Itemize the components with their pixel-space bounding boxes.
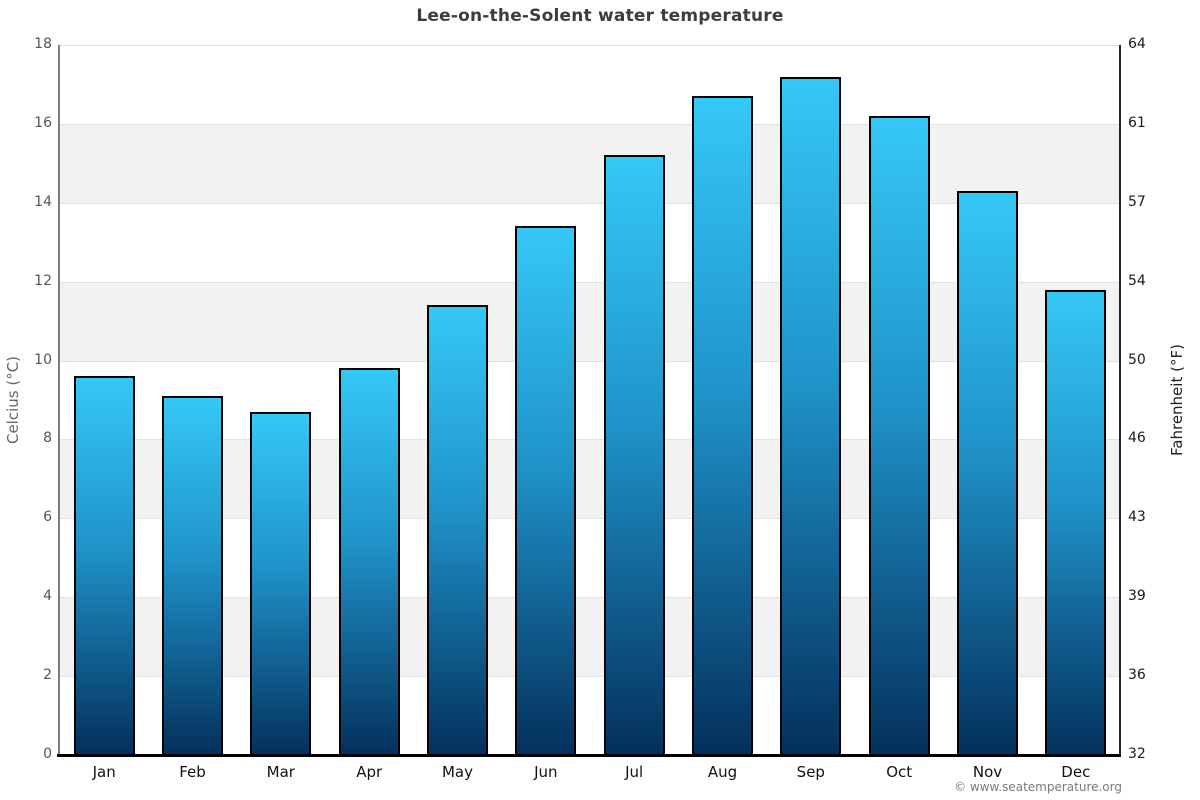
bar-may — [427, 305, 488, 755]
ytick-fahrenheit-39: 39 — [1128, 588, 1146, 605]
ytick-fahrenheit-57: 57 — [1128, 193, 1146, 210]
ytick-celsius-4: 4 — [43, 588, 52, 605]
ytick-fahrenheit-50: 50 — [1128, 351, 1146, 368]
y-axis-label-fahrenheit: Fahrenheit (°F) — [1168, 344, 1186, 456]
month-label-jul: Jul — [625, 763, 644, 781]
month-label-mar: Mar — [266, 763, 295, 781]
month-label-dec: Dec — [1061, 763, 1091, 781]
bar-mar — [250, 411, 312, 755]
plot-band-6-8 — [60, 439, 1120, 519]
bar-feb — [162, 396, 223, 755]
plot-band-16-18 — [60, 45, 1120, 124]
month-label-apr: Apr — [356, 763, 383, 781]
ytick-fahrenheit-54: 54 — [1128, 272, 1146, 289]
bar-sep — [780, 76, 842, 755]
y-axis-line-left — [58, 45, 60, 755]
plot-band-12-14 — [60, 202, 1120, 282]
ytick-celsius-16: 16 — [34, 114, 52, 131]
ytick-celsius-2: 2 — [43, 667, 52, 684]
month-label-sep: Sep — [796, 763, 825, 781]
ytick-celsius-12: 12 — [34, 272, 52, 289]
ytick-fahrenheit-43: 43 — [1128, 509, 1146, 526]
ytick-celsius-8: 8 — [43, 430, 52, 447]
plot-band-4-6 — [60, 518, 1120, 598]
chart-title: Lee-on-the-Solent water temperature — [416, 6, 784, 26]
ytick-fahrenheit-32: 32 — [1128, 746, 1146, 762]
bar-nov — [957, 190, 1018, 755]
ytick-celsius-6: 6 — [43, 509, 52, 526]
month-label-may: May — [441, 763, 473, 781]
bar-apr — [338, 368, 400, 755]
bar-aug — [692, 96, 753, 755]
plot-band-10-12 — [60, 281, 1120, 361]
ytick-fahrenheit-64: 64 — [1128, 36, 1146, 52]
bar-jul — [603, 155, 665, 755]
month-label-jan: Jan — [92, 763, 116, 781]
y-axis-line-right — [1119, 45, 1121, 756]
month-label-jun: Jun — [534, 763, 558, 781]
copyright-text: © www.seatemperature.org — [954, 780, 1122, 794]
bar-jun — [515, 226, 577, 755]
month-label-aug: Aug — [707, 763, 738, 781]
ytick-celsius-18: 18 — [34, 36, 52, 52]
plot-band-2-4 — [60, 597, 1120, 677]
plot-area — [60, 45, 1120, 755]
ytick-celsius-14: 14 — [34, 193, 52, 210]
plot-band-0-2 — [60, 676, 1120, 755]
month-label-feb: Feb — [179, 763, 206, 781]
ytick-fahrenheit-46: 46 — [1128, 430, 1146, 447]
ytick-fahrenheit-61: 61 — [1128, 114, 1146, 131]
x-axis-line — [57, 754, 1121, 757]
y-axis-label-celsius: Celcius (°C) — [4, 355, 22, 445]
month-label-oct: Oct — [886, 763, 913, 781]
plot-band-8-10 — [60, 360, 1120, 440]
ytick-celsius-0: 0 — [43, 746, 52, 762]
plot-band-14-16 — [60, 123, 1120, 203]
bar-jan — [73, 376, 135, 755]
ytick-fahrenheit-36: 36 — [1128, 667, 1146, 684]
bar-oct — [868, 116, 930, 755]
month-label-nov: Nov — [972, 763, 1003, 781]
bar-dec — [1045, 289, 1107, 755]
ytick-celsius-10: 10 — [34, 351, 52, 368]
bars-layer — [60, 45, 1120, 755]
